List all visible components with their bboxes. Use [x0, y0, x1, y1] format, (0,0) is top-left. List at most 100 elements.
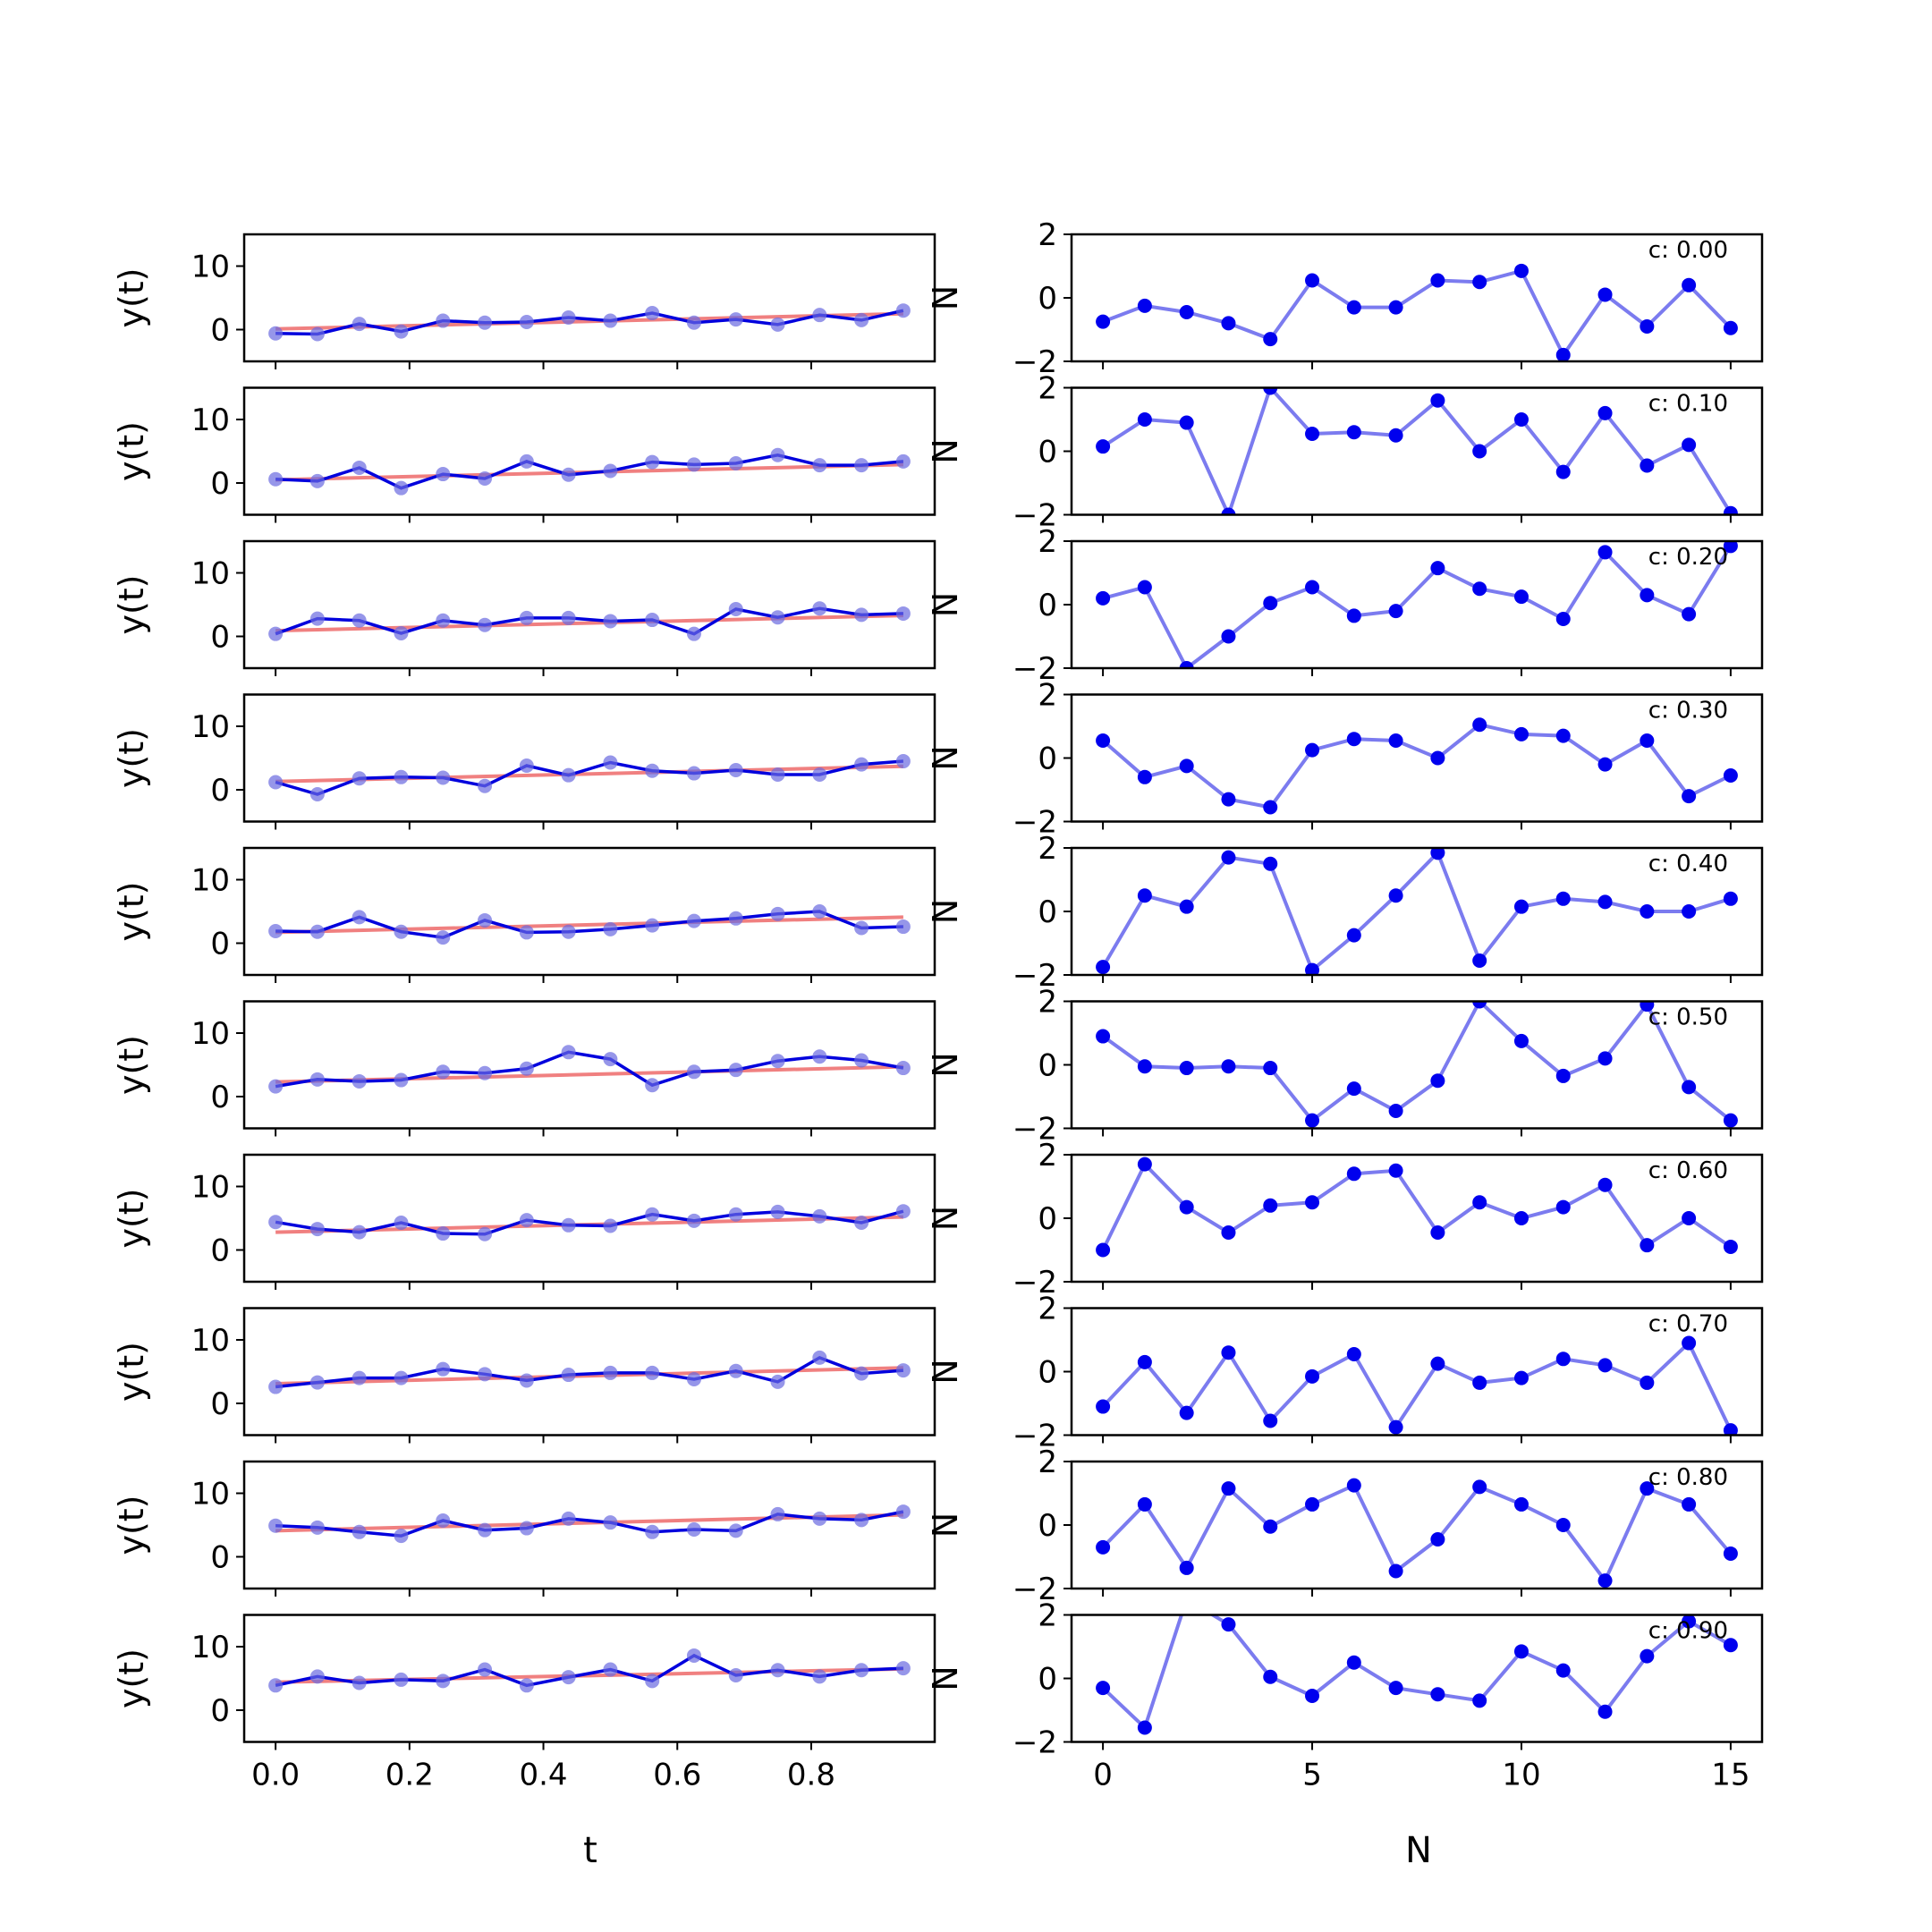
right-panel: −2 0 2 Nc: 0.30 [926, 678, 1764, 841]
data-point [1513, 899, 1529, 914]
panel-label: c: 0.00 [1648, 237, 1728, 264]
data-point [309, 1375, 325, 1390]
data-point [1513, 1033, 1529, 1048]
data-point [1555, 1199, 1571, 1215]
panel-frame [1070, 233, 1764, 363]
data-point [770, 447, 785, 462]
data-point [1388, 300, 1403, 315]
data-point [1179, 415, 1194, 430]
y-axis-label: N [926, 285, 965, 310]
data-point [1682, 1496, 1697, 1512]
panel-frame [242, 1460, 936, 1590]
y-tick-label: 0 [1038, 588, 1057, 623]
data-point [770, 1663, 785, 1678]
left-panel: 0 10 y(t) [112, 1460, 936, 1597]
y-tick-label: 2 [1038, 1598, 1057, 1634]
data-point [1096, 314, 1111, 329]
y-axis-label: N [926, 1359, 965, 1384]
panel-frame [1070, 1614, 1764, 1743]
data-point [1346, 608, 1361, 623]
y-tick-label: 2 [1038, 217, 1057, 253]
left-panel: 0 10 y(t) [112, 1307, 936, 1444]
panel-frame [1070, 1000, 1764, 1130]
data-point [1513, 1496, 1529, 1512]
data-point [1137, 412, 1152, 427]
data-point [352, 1370, 367, 1385]
data-point [436, 1674, 451, 1689]
data-point [770, 317, 785, 332]
data-point [1597, 1573, 1613, 1589]
data-point [478, 1367, 493, 1382]
data-point [1513, 1211, 1529, 1225]
panel-frame [1070, 1460, 1764, 1590]
y-axis-label: y(t) [112, 1495, 151, 1555]
data-point [561, 1368, 576, 1383]
y-tick-label: −2 [1013, 1725, 1057, 1761]
data-point [1472, 1001, 1487, 1009]
data-point [309, 326, 325, 342]
data-point [1179, 899, 1194, 914]
right-panel: −2 0 2 Nc: 0.80 [926, 1445, 1764, 1607]
data-point [1640, 458, 1655, 473]
y-tick-label: 2 [1038, 524, 1057, 560]
data-point [268, 1079, 284, 1094]
data-point [1430, 1073, 1445, 1089]
data-point [1263, 1061, 1278, 1076]
data-point [1096, 1681, 1111, 1696]
data-point [561, 1217, 576, 1233]
data-point [1430, 393, 1445, 408]
right-panel: −2 0 2 Nc: 0.10 [926, 371, 1764, 534]
data-point [478, 912, 493, 928]
left-panel: 0 10 y(t) [112, 539, 936, 676]
data-point [1388, 888, 1403, 903]
data-point [645, 918, 660, 933]
series-line [275, 910, 903, 939]
panel-frame [242, 1614, 936, 1743]
series-group [1096, 848, 1738, 975]
data-point [1682, 789, 1697, 804]
series-line [275, 309, 904, 336]
data-point [352, 1675, 367, 1690]
data-point [645, 613, 660, 628]
data-point [686, 766, 701, 781]
data-point [1096, 1539, 1111, 1555]
data-point [1346, 732, 1361, 747]
data-point [1221, 507, 1236, 515]
data-point [394, 1215, 409, 1230]
data-point [1472, 1479, 1487, 1495]
data-point [1472, 1375, 1487, 1390]
data-point [1430, 1687, 1445, 1702]
fit-line [275, 915, 903, 935]
right-panel: 0 5 10 15 −2 0 2 Nc: 0.90 [926, 1598, 1764, 1793]
data-point [1263, 1198, 1278, 1213]
data-point [1221, 1345, 1236, 1360]
y-tick-label: 10 [191, 250, 230, 285]
series-line [1102, 387, 1733, 515]
y-tick-label: −2 [1013, 1265, 1057, 1301]
data-point [436, 613, 451, 628]
data-point [1137, 769, 1152, 784]
data-point [1096, 590, 1111, 606]
data-point [728, 455, 743, 470]
data-point [1388, 1563, 1403, 1579]
panel-frame [1070, 386, 1764, 516]
series-line [275, 759, 904, 796]
series-line [275, 453, 904, 490]
data-point [478, 1226, 493, 1241]
data-point [645, 306, 660, 321]
y-axis-label: N [926, 1513, 965, 1538]
data-point [1682, 1080, 1697, 1095]
data-point [1597, 1358, 1613, 1373]
series-line [1101, 1001, 1733, 1123]
data-point [645, 1674, 660, 1689]
y-tick-label: 0 [1038, 1048, 1057, 1084]
data-point [1430, 1531, 1445, 1546]
data-point [1555, 1352, 1571, 1367]
y-tick-label: 0 [1038, 1662, 1057, 1698]
data-point [1346, 1166, 1361, 1182]
data-point [394, 1672, 409, 1687]
y-axis-label: y(t) [112, 267, 151, 327]
panel-frame [242, 386, 936, 516]
data-point [1640, 588, 1655, 603]
data-point [1723, 1423, 1738, 1436]
